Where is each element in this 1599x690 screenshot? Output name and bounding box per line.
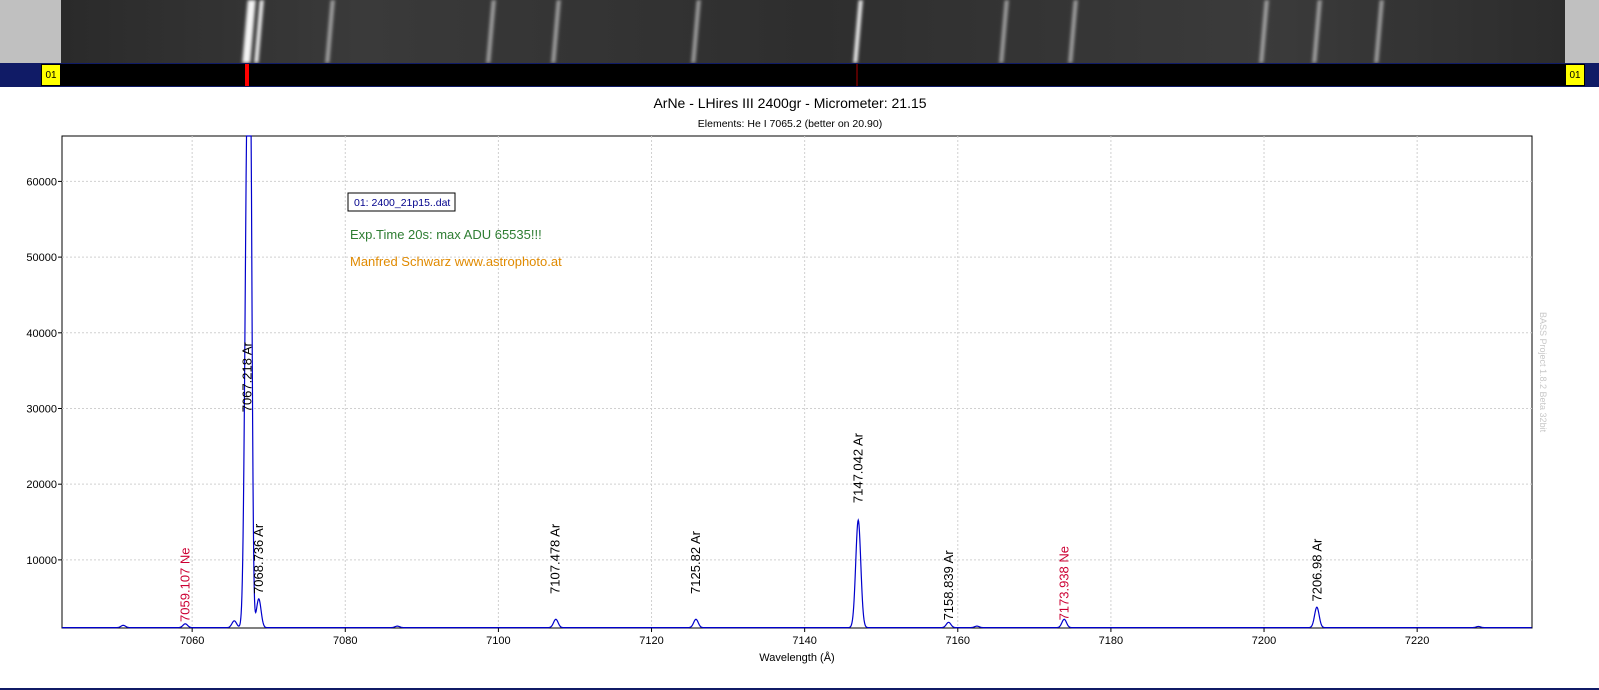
x-axis-label: Wavelength (Å): [759, 651, 834, 664]
spectrum-line: [62, 135, 1532, 629]
x-tick-label: 7140: [792, 635, 816, 647]
y-tick-label: 40000: [26, 328, 57, 340]
y-tick-label: 50000: [26, 252, 57, 264]
right-marker[interactable]: 01: [1565, 64, 1585, 86]
spectral-streak: [1312, 0, 1322, 63]
watermark: BASS Project 1.8.2 Beta 32bit: [1538, 312, 1548, 433]
spectrum-raw-image: [61, 0, 1565, 63]
x-tick-label: 7200: [1252, 635, 1276, 647]
spectral-streak: [1374, 0, 1384, 63]
legend: 01: 2400_21p15..dat: [347, 192, 456, 212]
grid: [62, 136, 1532, 628]
note-exposure: Exp.Time 20s: max ADU 65535!!!: [350, 227, 542, 242]
spectral-streak: [853, 0, 864, 63]
y-tick-label: 20000: [26, 479, 57, 491]
x-tick-label: 7100: [486, 635, 510, 647]
line-label: 7173.938 Ne: [1056, 546, 1071, 620]
note-author: Manfred Schwarz www.astrophoto.at: [350, 254, 562, 269]
spectral-streak: [325, 0, 335, 63]
x-tick-label: 7220: [1405, 635, 1429, 647]
y-tick-label: 60000: [26, 176, 57, 188]
x-axis: 7060 7080 7100 7120 7140 7160 7180 7200 7220: [180, 628, 1429, 647]
spectral-streak: [551, 0, 561, 63]
plot-area: [61, 135, 1533, 629]
spectral-streak: [1259, 0, 1269, 63]
line-label: 7059.107 Ne: [177, 547, 192, 621]
line-label: 7125.82 Ar: [688, 530, 703, 594]
bottom-border: [0, 688, 1599, 690]
spectrum-chart: ArNe - LHires III 2400gr - Micrometer: 2…: [26, 95, 1548, 664]
band-line-marker: [245, 64, 250, 86]
line-label: 7107.478 Ar: [548, 523, 563, 594]
line-label: 7147.042 Ar: [851, 432, 866, 503]
x-tick-label: 7120: [639, 635, 663, 647]
x-tick-label: 7060: [180, 635, 204, 647]
y-axis: 10000 20000 30000 40000 50000 60000: [26, 176, 62, 567]
x-tick-label: 7080: [333, 635, 357, 647]
spectral-streak: [485, 0, 496, 63]
line-label: 7158.839 Ar: [941, 550, 956, 621]
left-marker[interactable]: 01: [41, 64, 61, 86]
line-label: 7068.736 Ar: [251, 523, 266, 594]
spectral-streak: [1067, 0, 1078, 63]
spectral-streak: [998, 0, 1009, 63]
chart-subtitle: Elements: He I 7065.2 (better on 20.90): [698, 118, 882, 130]
y-tick-label: 10000: [26, 555, 57, 567]
legend-label: 01: 2400_21p15..dat: [354, 197, 450, 209]
y-tick-label: 30000: [26, 403, 57, 415]
position-band-track[interactable]: [61, 64, 1565, 86]
band-line-marker: [856, 64, 859, 86]
x-tick-label: 7160: [946, 635, 970, 647]
spectral-streak: [691, 0, 701, 63]
legend-box: [347, 192, 456, 212]
chart-title: ArNe - LHires III 2400gr - Micrometer: 2…: [653, 95, 926, 111]
line-label: 7067.218 Ar: [239, 341, 254, 412]
line-labels: 7059.107 Ne 7067.218 Ar 7068.736 Ar 7107.47…: [177, 341, 1324, 621]
x-tick-label: 7180: [1099, 635, 1123, 647]
spectral-streak: [254, 0, 264, 63]
line-label: 7206.98 Ar: [1309, 538, 1324, 602]
